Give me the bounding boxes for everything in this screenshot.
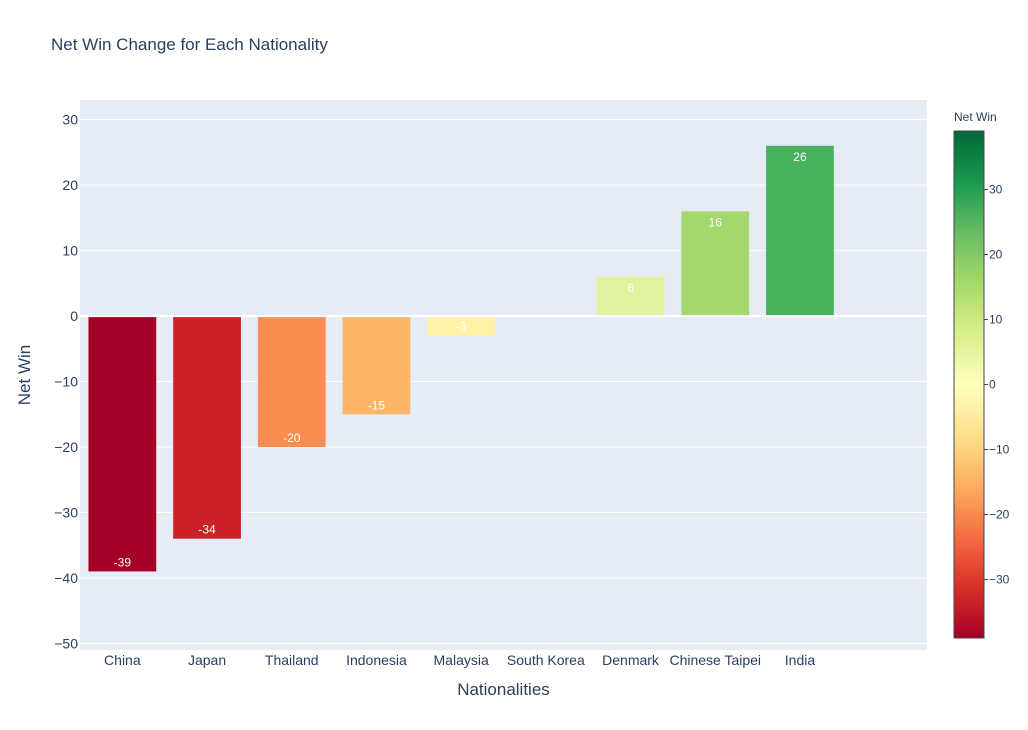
bars [88, 145, 834, 572]
y-tick-label: 0 [70, 308, 78, 324]
bar-value-label: -20 [283, 431, 301, 445]
y-tick-label: −40 [54, 570, 78, 586]
bar [681, 211, 750, 317]
bar [88, 316, 157, 572]
bar [766, 145, 834, 317]
bar [596, 276, 665, 317]
x-tick-label: Indonesia [346, 652, 407, 668]
x-tick-label: China [104, 652, 141, 668]
x-tick-label: Denmark [602, 652, 660, 668]
bar-value-label: 16 [709, 215, 723, 229]
colorbar-tick-label: 10 [989, 313, 1003, 327]
x-tick-label: Japan [188, 652, 226, 668]
colorbar-tick-label: 0 [989, 378, 996, 392]
y-tick-label: 20 [62, 177, 78, 193]
colorbar-gradient-bar [953, 130, 985, 639]
x-axis-ticks: China Japan Thailand Indonesia Malaysia South… [104, 652, 815, 668]
colorbar-tick-label: −10 [989, 443, 1010, 457]
y-tick-label: −20 [54, 439, 78, 455]
y-tick-label: −30 [54, 505, 78, 521]
x-tick-label: Chinese Taipei [669, 652, 761, 668]
bar [427, 316, 496, 336]
bar-value-label: -34 [198, 523, 216, 537]
x-tick-label: India [785, 652, 816, 668]
y-tick-label: 30 [62, 112, 78, 128]
bar-value-label: 26 [793, 150, 807, 164]
colorbar-tick-label: 30 [989, 183, 1003, 197]
y-tick-label: −10 [54, 374, 78, 390]
y-axis-title: Net Win [15, 345, 34, 405]
bar-value-label: -15 [368, 398, 386, 412]
colorbar-tick-label: −20 [989, 508, 1010, 522]
colorbar-title: Net Win [954, 110, 997, 124]
colorbar-ticks: 30 20 10 0 −10 −20 −30 [984, 183, 1010, 587]
bar-value-label: -39 [114, 555, 132, 569]
x-tick-label: Thailand [265, 652, 319, 668]
bar-value-label: -3 [456, 320, 467, 334]
bar [342, 316, 411, 415]
chart-title: Net Win Change for Each Nationality [51, 35, 328, 54]
y-tick-label: −50 [54, 635, 78, 651]
bar [257, 316, 326, 448]
x-axis-title: Nationalities [457, 680, 550, 699]
bar [173, 316, 241, 539]
bar-value-label: 6 [627, 281, 634, 295]
colorbar-tick-label: 20 [989, 248, 1003, 262]
data-labels: -39 -34 -20 -15 -3 6 16 26 [114, 150, 807, 570]
y-axis-ticks: 30 20 10 0 −10 −20 −30 −40 −50 [54, 112, 78, 652]
x-tick-label: Malaysia [434, 652, 489, 668]
x-tick-label: South Korea [507, 652, 585, 668]
colorbar-tick-label: −30 [989, 573, 1010, 587]
y-tick-label: 10 [62, 243, 78, 259]
